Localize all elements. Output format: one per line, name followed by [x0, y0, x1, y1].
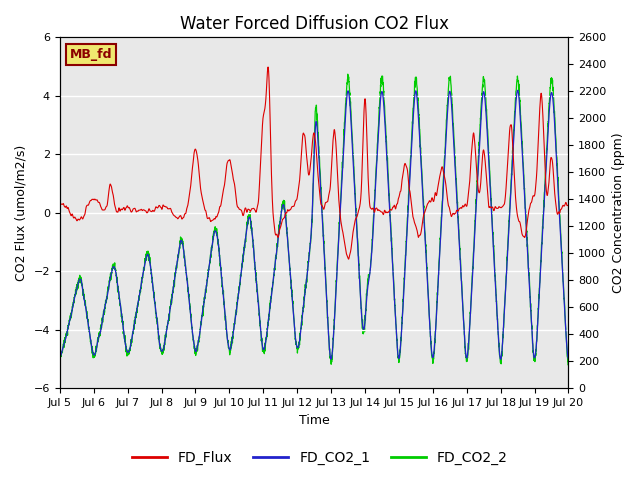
Y-axis label: CO2 Concentration (ppm): CO2 Concentration (ppm) — [612, 132, 625, 293]
Title: Water Forced Diffusion CO2 Flux: Water Forced Diffusion CO2 Flux — [180, 15, 449, 33]
Y-axis label: CO2 Flux (umol/m2/s): CO2 Flux (umol/m2/s) — [15, 144, 28, 281]
Text: MB_fd: MB_fd — [70, 48, 113, 61]
Legend: FD_Flux, FD_CO2_1, FD_CO2_2: FD_Flux, FD_CO2_1, FD_CO2_2 — [127, 445, 513, 471]
X-axis label: Time: Time — [299, 414, 330, 427]
